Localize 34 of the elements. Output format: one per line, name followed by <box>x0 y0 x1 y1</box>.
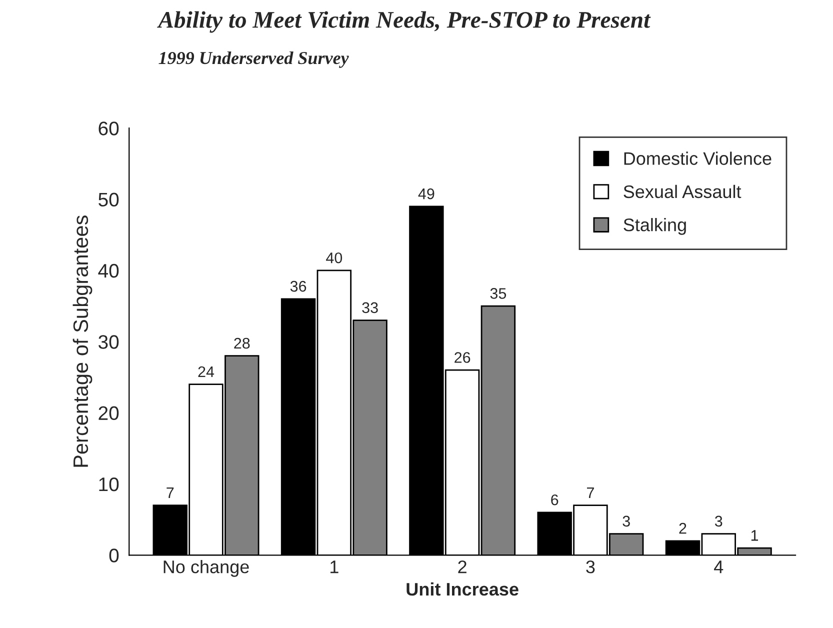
legend-label: Sexual Assault <box>624 184 742 198</box>
data-label: 1 <box>751 530 758 541</box>
data-label: 24 <box>198 366 214 377</box>
y-tick-label: 10 <box>99 477 119 492</box>
data-label: 28 <box>234 338 250 349</box>
y-axis-title: Percentage of Subgrantees <box>72 216 92 467</box>
x-tick-label: 4 <box>714 560 724 574</box>
y-tick-label: 50 <box>98 192 119 207</box>
y-tick-label: 60 <box>98 122 119 136</box>
data-label: 6 <box>551 494 558 506</box>
data-label: 36 <box>290 280 306 292</box>
data-label: 7 <box>587 487 594 498</box>
x-axis-title: Unit Increase <box>406 582 518 596</box>
data-label: 3 <box>714 516 722 527</box>
x-tick-label: 2 <box>458 560 466 574</box>
y-tick-label: 0 <box>109 548 119 562</box>
data-label: 49 <box>418 188 434 200</box>
legend-label: Stalking <box>624 218 686 235</box>
x-tick-label: 1 <box>330 560 338 574</box>
data-label: 35 <box>490 288 506 299</box>
y-tick-label: 40 <box>98 264 119 278</box>
data-label: 33 <box>362 302 378 314</box>
chart-title: Ability to Meet Victim Needs, Pre-STOP to Present <box>157 11 651 33</box>
chart-subtitle: 1999 Underserved Survey <box>158 51 349 68</box>
x-tick-label: 3 <box>586 560 595 574</box>
data-label: 26 <box>454 352 470 363</box>
data-label: 2 <box>679 522 686 534</box>
y-tick-label: 30 <box>98 335 119 349</box>
y-tick-label: 20 <box>98 406 119 420</box>
data-label: 3 <box>622 516 630 527</box>
data-label: 7 <box>166 487 174 498</box>
legend-label: Domestic Violence <box>624 152 772 165</box>
x-tick-label: No change <box>164 560 249 577</box>
data-label: 40 <box>326 252 342 264</box>
